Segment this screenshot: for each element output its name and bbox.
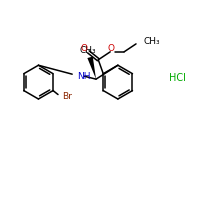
Text: NH: NH xyxy=(77,72,91,81)
Text: Br: Br xyxy=(62,92,72,101)
Text: HCl: HCl xyxy=(169,73,186,83)
Polygon shape xyxy=(87,57,96,79)
Text: CH₃: CH₃ xyxy=(144,37,161,46)
Text: O: O xyxy=(108,44,115,53)
Text: O: O xyxy=(81,44,88,53)
Text: CH₃: CH₃ xyxy=(80,46,96,55)
